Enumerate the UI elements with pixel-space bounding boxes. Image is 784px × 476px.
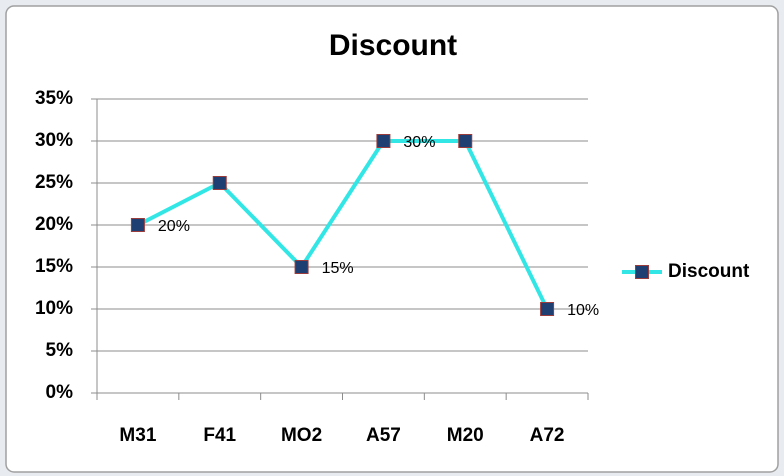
- x-tick-label: M31: [119, 425, 156, 446]
- x-tick-label: A57: [366, 425, 401, 446]
- legend-label: Discount: [668, 261, 750, 282]
- series-line: [137, 139, 549, 310]
- point-marker: [130, 218, 145, 232]
- x-tick-label: M20: [447, 425, 484, 446]
- x-tick-label: MO2: [281, 425, 322, 446]
- data-label: 15%: [322, 260, 354, 277]
- chart-frame: [5, 5, 779, 473]
- y-tick-label: 10%: [35, 298, 73, 319]
- point-marker: [540, 302, 555, 316]
- chart-title: Discount: [329, 29, 457, 62]
- x-tick-label: A72: [530, 425, 565, 446]
- y-tick-label: 5%: [46, 340, 74, 361]
- y-tick-label: 0%: [46, 382, 74, 403]
- data-label: 10%: [567, 302, 599, 319]
- x-tick-label: F41: [203, 425, 236, 446]
- data-label: 20%: [158, 218, 190, 235]
- point-marker: [376, 134, 391, 148]
- legend-marker: [635, 265, 649, 279]
- point-marker: [458, 134, 473, 148]
- y-tick-label: 25%: [35, 172, 73, 193]
- point-marker: [212, 176, 227, 190]
- y-tick-label: 20%: [35, 214, 73, 235]
- y-tick-label: 15%: [35, 256, 73, 277]
- point-marker: [294, 260, 309, 274]
- data-label: 30%: [403, 134, 435, 151]
- y-tick-label: 35%: [35, 88, 73, 109]
- y-tick-label: 30%: [35, 130, 73, 151]
